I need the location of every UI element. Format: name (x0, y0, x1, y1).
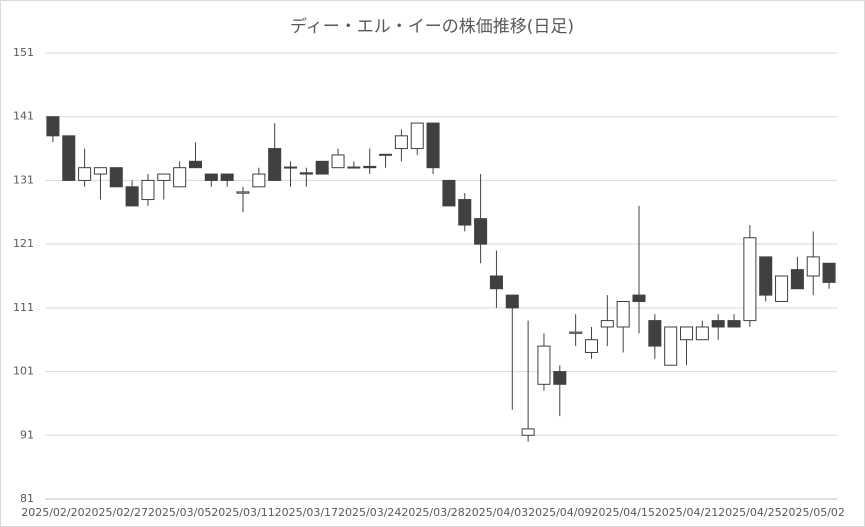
candle-body (93, 167, 107, 175)
x-tick-label: 2025/04/09 (528, 506, 591, 519)
x-tick-label: 2025/04/25 (718, 506, 781, 519)
candle-body (46, 116, 60, 137)
x-tick-label: 2025/02/27 (85, 506, 148, 519)
x-tick-label: 2025/02/20 (21, 506, 84, 519)
candle-body (125, 186, 139, 207)
x-tick-label: 2025/05/02 (782, 506, 845, 519)
candle-body (743, 237, 757, 322)
candle-body (157, 173, 171, 181)
candle-body (569, 331, 583, 334)
candle-body (695, 326, 709, 341)
candle-body (711, 320, 725, 328)
candle-body (521, 428, 535, 436)
x-tick-label: 2025/04/21 (655, 506, 718, 519)
x-tick-label: 2025/04/03 (465, 506, 528, 519)
candle-body (299, 172, 313, 175)
candle-body (474, 218, 488, 245)
y-tick-label: 91 (20, 428, 34, 441)
candle-body (553, 371, 567, 385)
candle-body (220, 173, 234, 181)
y-tick-label: 151 (13, 46, 34, 59)
candle-body (680, 326, 694, 341)
candle-body (315, 160, 329, 175)
candle-body (394, 135, 408, 150)
candle-body (141, 179, 155, 201)
candle-body (173, 167, 187, 188)
y-tick-label: 141 (13, 110, 34, 123)
candle-body (584, 339, 598, 353)
candle-body (109, 167, 123, 188)
candle-body (379, 153, 393, 156)
candle-body (775, 275, 789, 302)
candle-body (62, 135, 76, 181)
candle-body (363, 165, 377, 169)
x-tick-label: 2025/03/11 (211, 506, 274, 519)
candle-body (600, 320, 614, 328)
candle-body (331, 154, 345, 169)
candle-body (236, 191, 250, 194)
chart-title: ディー・エル・イーの株価推移(日足) (290, 16, 574, 37)
x-tick-label: 2025/03/05 (148, 506, 211, 519)
candle-body (268, 148, 282, 181)
y-tick-label: 101 (13, 365, 34, 378)
candle-body (822, 262, 836, 283)
candle-body (426, 122, 440, 169)
candle-body (537, 345, 551, 385)
y-tick-label: 131 (13, 173, 34, 186)
candle-body (458, 199, 472, 226)
candle-body (806, 256, 820, 277)
candle-body (410, 122, 424, 150)
candle-body (78, 167, 92, 181)
candle-body (648, 320, 662, 347)
candle-body (489, 275, 503, 290)
candle-body (664, 326, 678, 366)
candle-body (505, 294, 519, 309)
candle-body (188, 160, 202, 169)
x-tick-label: 2025/03/28 (401, 506, 464, 519)
x-tick-label: 2025/03/17 (275, 506, 338, 519)
candle-body (790, 269, 804, 290)
candle-body (204, 173, 218, 181)
candle-body (347, 166, 361, 169)
candle-body (727, 320, 741, 328)
y-tick-label: 81 (20, 492, 34, 505)
x-tick-label: 2025/04/15 (591, 506, 654, 519)
candle-body (252, 173, 266, 188)
x-tick-label: 2025/03/24 (338, 506, 401, 519)
candle-body (616, 300, 630, 328)
candle-body (632, 294, 646, 302)
y-tick-label: 121 (13, 237, 34, 250)
candle-body (442, 179, 456, 207)
candle-body (284, 166, 298, 169)
candle-body (759, 256, 773, 296)
y-tick-label: 111 (13, 301, 34, 314)
